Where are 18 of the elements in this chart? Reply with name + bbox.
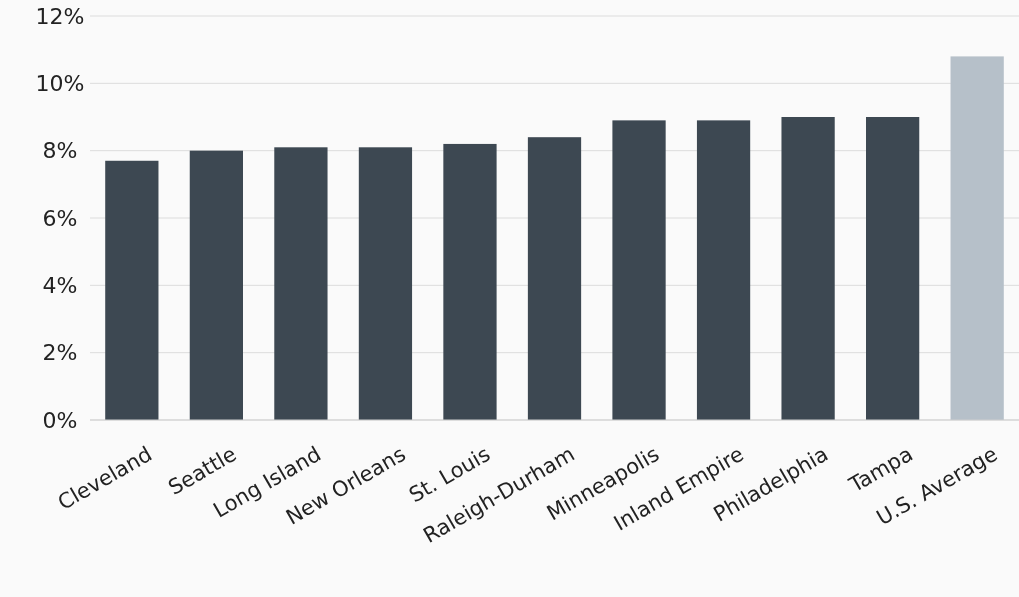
bar — [105, 160, 159, 420]
y-tick-label: 10% — [35, 71, 85, 97]
y-tick-label: 4% — [42, 273, 78, 299]
bar — [527, 137, 582, 420]
y-tick-label: 12% — [35, 3, 85, 29]
bar — [696, 120, 751, 420]
bar — [950, 56, 1004, 420]
bar — [612, 120, 666, 420]
bar — [781, 117, 835, 420]
bar — [189, 150, 243, 420]
bar — [443, 143, 497, 420]
y-tick-label: 2% — [42, 340, 78, 366]
bar — [866, 117, 920, 420]
y-tick-label: 0% — [42, 407, 78, 433]
y-tick-label: 8% — [42, 138, 78, 164]
bar — [274, 147, 328, 420]
y-tick-label: 6% — [42, 205, 78, 231]
bar — [358, 147, 413, 420]
